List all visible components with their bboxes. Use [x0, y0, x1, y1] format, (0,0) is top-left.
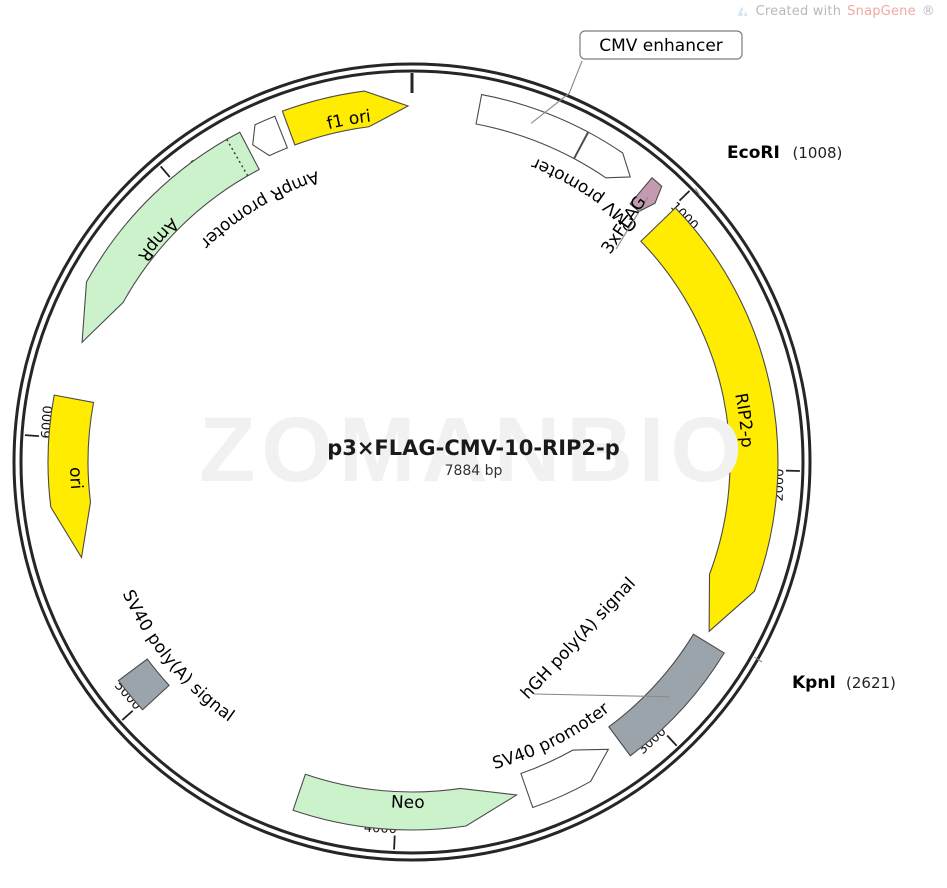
backbone-inner-circle — [19, 69, 805, 855]
feature-shape-ori[interactable] — [47, 394, 95, 560]
feature-label-cmv-enhancer: CMV enhancer — [530, 30, 743, 124]
credit-brand: SnapGene — [847, 4, 916, 19]
ruler-tick-mark — [393, 835, 396, 850]
feature-shape-f1-ori[interactable] — [281, 90, 410, 146]
cmv-enhancer-label: CMV enhancer — [599, 36, 723, 56]
site-name-kpni: KpnI — [792, 673, 836, 693]
restriction-site-kpni[interactable]: KpnI (2621) — [754, 656, 896, 693]
feature-shape-ampr-promoter[interactable] — [252, 115, 289, 157]
credit-registered: ® — [921, 4, 935, 19]
site-position-kpni: (2621) — [846, 674, 896, 692]
feature-shape-3xflag[interactable] — [629, 177, 663, 213]
ruler-tick-mark — [666, 734, 678, 747]
feature-shape-cmv-enhancer[interactable] — [475, 93, 589, 160]
feature-shape-cmv-promoter[interactable] — [573, 131, 632, 179]
cmv-enhancer-callout-box — [579, 30, 743, 60]
feature-layer — [47, 90, 779, 831]
feature-hgh-polya-signal[interactable] — [608, 633, 725, 757]
cmv-enhancer-leader — [530, 60, 583, 124]
plasmid-length: 7884 bp — [444, 463, 503, 479]
feature-shape-sv40-polya-signal[interactable] — [117, 658, 170, 711]
feature-shape-rip2-p[interactable] — [640, 207, 779, 633]
feature-ampr-promoter[interactable] — [252, 115, 289, 157]
feature-shape-sv40-promoter[interactable] — [520, 748, 610, 809]
feature-cmv-promoter[interactable] — [573, 131, 632, 179]
feature-label-hgh-polya-signal: hGH poly(A) signal — [517, 574, 640, 704]
feature-neo[interactable] — [292, 773, 519, 831]
feature-label-neo: Neo — [391, 792, 425, 813]
ampr-internal-divider — [226, 139, 249, 177]
feature-sv40-promoter[interactable] — [520, 748, 610, 809]
ruler-tick-mark — [121, 710, 134, 721]
feature-shape-ampr[interactable] — [81, 131, 260, 344]
leader-line-hgh-polya-signal — [533, 693, 669, 698]
feature-cmv-enhancer[interactable] — [475, 93, 589, 160]
feature-label-ori: ori — [65, 467, 86, 490]
ruler-tick-mark — [160, 165, 171, 178]
feature-ori[interactable] — [47, 394, 95, 560]
feature-3xflag[interactable] — [629, 177, 663, 213]
ruler-tick-mark — [678, 190, 691, 202]
feature-shape-hgh-polya-signal[interactable] — [608, 633, 725, 757]
credit-prefix: Created with — [755, 4, 842, 19]
ruler-tick-mark — [24, 434, 39, 437]
leader-line-3xflag — [615, 196, 649, 250]
snapgene-credit: Created with SnapGene ® — [735, 4, 935, 19]
feature-shape-neo[interactable] — [292, 773, 519, 831]
site-leader-ecori — [695, 188, 701, 197]
feature-sv40-polya-signal[interactable] — [117, 658, 170, 711]
restriction-site-layer: EcoRI (1008) KpnI (2621) — [695, 143, 896, 693]
feature-f1-ori[interactable] — [281, 90, 410, 146]
site-leader-kpni — [754, 656, 763, 663]
restriction-site-ecori[interactable]: EcoRI (1008) — [695, 143, 843, 197]
backbone-outer-circle — [12, 62, 812, 862]
feature-rip2-p[interactable] — [640, 207, 779, 633]
site-name-ecori: EcoRI — [727, 143, 780, 163]
feature-ampr[interactable] — [81, 131, 260, 344]
plasmid-name: p3×FLAG-CMV-10-RIP2-p — [327, 436, 620, 460]
snapgene-logo-icon — [737, 6, 748, 16]
site-position-ecori: (1008) — [793, 144, 843, 162]
